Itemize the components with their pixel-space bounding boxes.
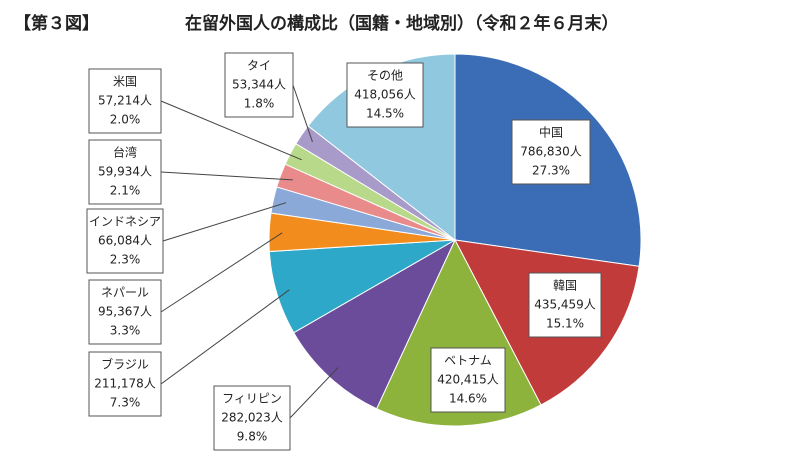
percent-label: 2.0% (110, 113, 141, 127)
leader-line (160, 100, 302, 161)
category-label: 韓国 (553, 279, 577, 293)
category-label: インドネシア (89, 215, 161, 229)
leader-line (160, 232, 283, 313)
value-label: 435,459人 (534, 298, 596, 312)
percent-label: 14.5% (366, 107, 404, 121)
leader-line (160, 289, 290, 385)
value-label: 59,934人 (98, 165, 152, 179)
percent-label: 27.3% (532, 164, 570, 178)
label-box (88, 139, 162, 205)
percent-label: 15.1% (546, 317, 584, 331)
category-label: フィリピン (222, 392, 282, 406)
percent-label: 2.1% (110, 184, 141, 198)
category-label: ブラジル (101, 357, 149, 372)
category-label: ベトナム (444, 354, 492, 368)
label-box (88, 279, 162, 345)
value-label: 211,178人 (94, 377, 156, 391)
category-label: タイ (247, 59, 271, 73)
value-label: 420,415人 (437, 373, 499, 387)
label-box (430, 347, 506, 413)
category-label: その他 (367, 69, 403, 83)
percent-label: 9.8% (237, 430, 268, 444)
leader-line (160, 171, 293, 181)
value-label: 418,056人 (354, 88, 416, 102)
percent-label: 2.3% (110, 253, 141, 267)
percent-label: 7.3% (110, 396, 141, 410)
category-label: 中国 (539, 125, 563, 140)
label-box (224, 52, 294, 118)
value-label: 95,367人 (98, 305, 152, 319)
value-label: 53,344人 (232, 78, 286, 92)
category-label: 台湾 (113, 145, 137, 160)
chart-title: 在留外国人の構成比（国籍・地域別）（令和２年６月末） (185, 13, 619, 34)
percent-label: 1.8% (244, 97, 275, 111)
category-label: ネパール (101, 286, 149, 300)
leader-line (162, 202, 287, 242)
value-label: 786,830人 (520, 145, 582, 159)
leader-line (292, 84, 313, 143)
value-label: 282,023人 (221, 411, 283, 425)
label-box (528, 272, 602, 338)
value-label: 66,084人 (98, 234, 152, 248)
label-box (88, 68, 162, 134)
label-box (86, 208, 164, 274)
category-label: 米国 (113, 75, 137, 89)
figure-label: 【第３図】 (14, 13, 99, 34)
percent-label: 3.3% (110, 324, 141, 338)
label-box (346, 62, 424, 128)
percent-label: 14.6% (449, 392, 487, 406)
label-box (213, 385, 291, 451)
leader-line (289, 367, 339, 419)
label-box (88, 351, 162, 417)
value-label: 57,214人 (98, 94, 152, 108)
label-box (511, 119, 591, 185)
